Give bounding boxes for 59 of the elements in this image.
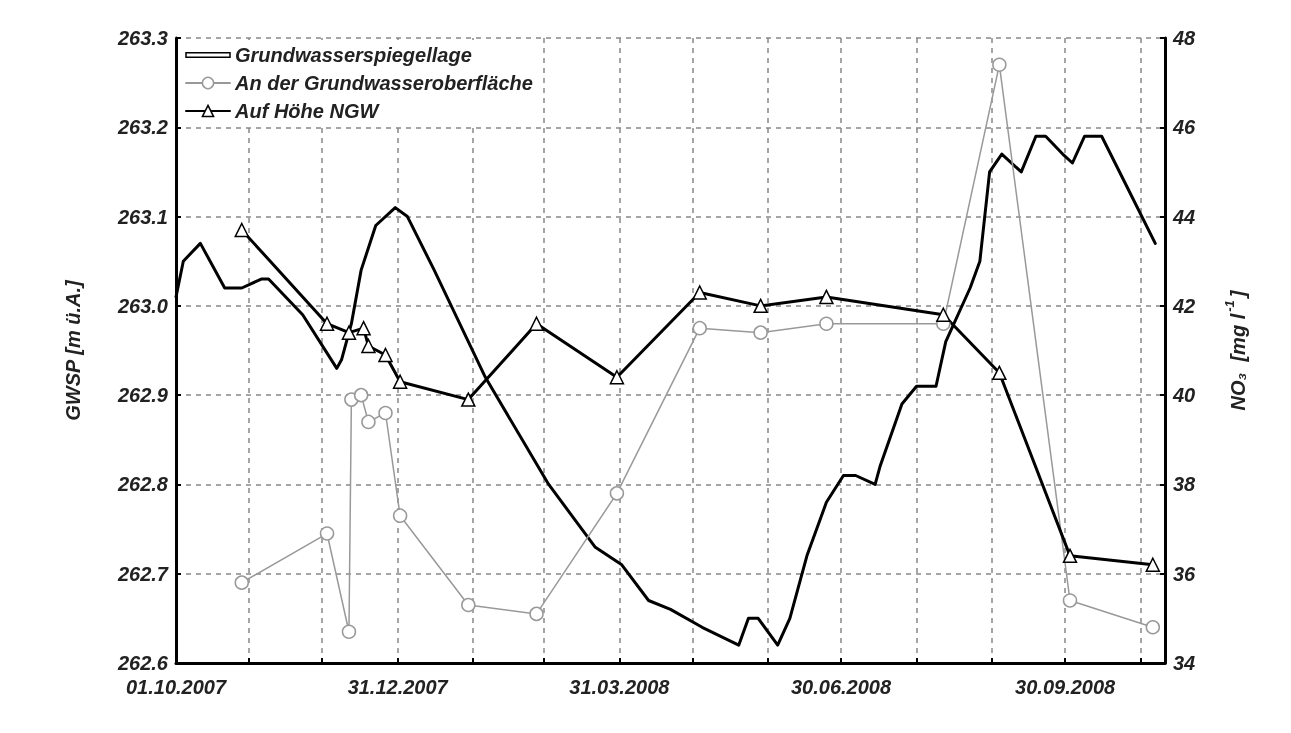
y-tick-label: 263.1 [116,205,168,228]
point [234,575,250,590]
point [319,526,335,541]
y-tick-label: 263.2 [116,116,168,139]
x-tick-label: 31.03.2008 [569,676,671,698]
point [819,316,834,331]
y-tick-label: 262.6 [116,652,169,674]
point [392,374,408,389]
point [529,606,544,622]
y2-tick-label: 48 [1172,27,1197,49]
y2-tick-label: 36 [1173,562,1197,585]
point [392,508,408,523]
point [819,289,834,305]
y2-tick-label: 44 [1172,205,1196,228]
point [992,57,1007,73]
y2-tick-label: 38 [1173,473,1197,496]
y-tick-label: 262.8 [116,473,169,496]
legend-label: An der Grundwasseroberfläche [234,72,533,94]
point [609,486,625,501]
legend-label: Grundwasserspiegellage [235,44,472,66]
y-axis-title: GWSP [m ü.A.] [62,278,84,421]
point [378,405,393,421]
x-tick-label: 30.06.2008 [790,676,892,698]
y-tick-label: 263.3 [116,27,168,49]
y-tick-label: 262.7 [116,562,169,585]
point [461,597,476,613]
point [319,316,335,331]
point [529,316,544,331]
point [1062,548,1078,564]
point [361,338,376,354]
point [609,370,625,385]
y-tick-label: 263.0 [116,294,168,317]
point [753,298,768,314]
point [1145,620,1161,635]
point [378,347,393,363]
point [1062,593,1078,608]
point [692,320,707,336]
point [992,365,1007,381]
point [936,307,951,323]
point [341,325,357,340]
point [353,387,369,403]
x-tick-label: 31.12.2007 [347,676,449,698]
y2-axis-title: NO₃ [mg l-1] [1222,289,1249,411]
point [361,414,376,430]
point [1145,557,1161,573]
point [341,624,357,639]
y2-tick-label: 34 [1173,652,1196,674]
legend-label: Auf Höhe NGW [234,100,381,122]
x-tick-label: 30.09.2008 [1015,676,1117,698]
point [356,320,371,336]
y2-tick-label: 40 [1172,384,1196,407]
y2-tick-label: 46 [1172,116,1197,139]
y2-tick-label: 42 [1172,294,1196,317]
point [692,285,707,300]
x-tick-label: 01.10.2007 [125,676,227,698]
y-tick-label: 262.9 [116,384,169,407]
point [461,392,476,407]
point [753,325,768,340]
point [234,222,250,238]
